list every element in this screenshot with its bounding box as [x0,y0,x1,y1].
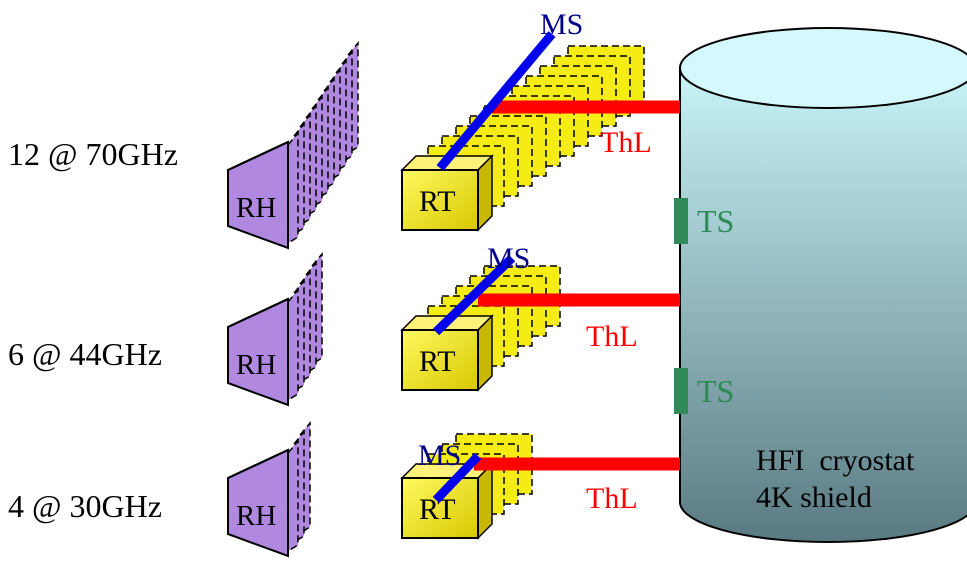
thermal-shield-label-2: TS [697,373,734,409]
group-label-70ghz: 12 @ 70GHz [8,136,178,172]
group-label-30ghz: 4 @ 30GHz [8,488,162,524]
horn-array-70ghz: RH [227,140,289,250]
horn-label: RH [236,500,276,532]
mechanical-support-30ghz [432,452,482,504]
horn-array-30ghz: RH [227,448,289,558]
group-label-44ghz: 6 @ 44GHz [8,336,162,372]
horn-array-30ghz-stack [287,420,311,553]
mechanical-support-label-44ghz: MS [487,242,530,275]
thermal-link-label-30ghz: ThL [586,482,638,515]
horn-array-70ghz-stack [287,40,359,245]
horn-array-44ghz: RH [227,297,289,407]
rt-label: RT [419,345,456,378]
mechanical-support-label-70ghz: MS [540,8,583,41]
cryostat [679,27,967,543]
mechanical-support-44ghz [432,254,516,336]
cryostat-label-line2: 4K shield [756,481,872,514]
thermal-shield-1 [674,198,688,244]
thermal-link-label-44ghz: ThL [586,320,638,353]
thermal-link-label-70ghz: ThL [600,126,652,159]
rt-label: RT [419,185,456,218]
horn-label: RH [236,192,276,224]
horn-label: RH [236,349,276,381]
thermal-shield-label-1: TS [697,203,734,239]
mechanical-support-label-30ghz: MS [418,439,461,472]
thermal-shield-2 [674,368,688,414]
cryostat-label-line1: HFI cryostat [756,444,915,477]
horn-array-44ghz-stack [287,251,323,402]
mechanical-support-70ghz [436,31,556,171]
